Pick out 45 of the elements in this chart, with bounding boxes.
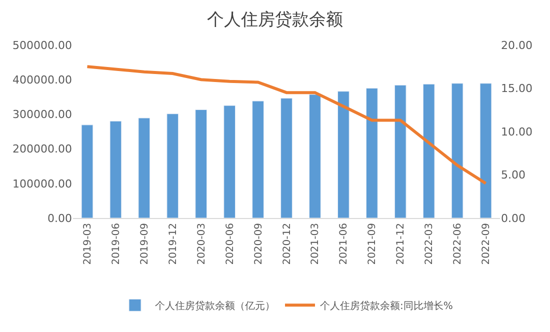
y2-tick-label: 0.00 bbox=[501, 212, 526, 225]
y2-tick-label: 20.00 bbox=[501, 38, 532, 52]
y-tick-label: 200000.00 bbox=[12, 142, 72, 156]
bar bbox=[195, 109, 208, 218]
x-tick-label: 2021-09 bbox=[367, 223, 378, 265]
line-series bbox=[86, 65, 488, 185]
x-tick-label: 2021-03 bbox=[310, 223, 322, 265]
chart-title: 个人住房贷款余额 bbox=[207, 10, 343, 30]
bar bbox=[224, 105, 236, 218]
bar bbox=[422, 84, 435, 218]
bar bbox=[480, 83, 492, 218]
bar bbox=[309, 94, 321, 218]
bar bbox=[394, 84, 406, 218]
y-tick-label: 300000.00 bbox=[12, 108, 72, 122]
x-tick-label: 2020-06 bbox=[224, 223, 236, 265]
legend-label: 个人住房贷款余额:同比增长% bbox=[320, 300, 453, 312]
y-tick-label: 400000.00 bbox=[12, 73, 72, 86]
legend-label: 个人住房贷款余额（亿元） bbox=[155, 300, 275, 312]
y-tick-label: 100000.00 bbox=[12, 177, 72, 190]
x-tick-label: 2020-12 bbox=[282, 223, 293, 265]
y-tick-label: 0.00 bbox=[48, 212, 72, 225]
x-tick-label: 2020-09 bbox=[253, 223, 264, 265]
bar bbox=[110, 120, 122, 218]
bar bbox=[280, 98, 292, 218]
x-tick-label: 2019-03 bbox=[82, 223, 94, 265]
bar bbox=[451, 83, 464, 218]
y2-tick-label: 5.00 bbox=[501, 168, 526, 182]
x-tick-label: 2021-12 bbox=[396, 223, 407, 265]
bar bbox=[166, 114, 179, 218]
y-tick-label: 500000.00 bbox=[12, 38, 72, 52]
x-tick-label: 2022-09 bbox=[481, 223, 492, 265]
x-tick-label: 2022-03 bbox=[424, 223, 436, 265]
x-tick-label: 2019-12 bbox=[168, 223, 179, 265]
x-tick-label: 2022-06 bbox=[452, 223, 464, 265]
x-tick-label: 2021-06 bbox=[338, 223, 350, 265]
bar bbox=[252, 100, 264, 218]
y2-tick-label: 10.00 bbox=[501, 125, 532, 138]
bar bbox=[138, 118, 150, 218]
x-tick-label: 2019-06 bbox=[110, 223, 122, 265]
bar bbox=[81, 124, 94, 218]
x-tick-label: 2020-03 bbox=[196, 223, 208, 265]
y2-tick-label: 15.00 bbox=[501, 82, 532, 96]
x-tick-label: 2019-09 bbox=[139, 223, 150, 265]
bar bbox=[337, 91, 350, 218]
bar bbox=[366, 88, 378, 218]
